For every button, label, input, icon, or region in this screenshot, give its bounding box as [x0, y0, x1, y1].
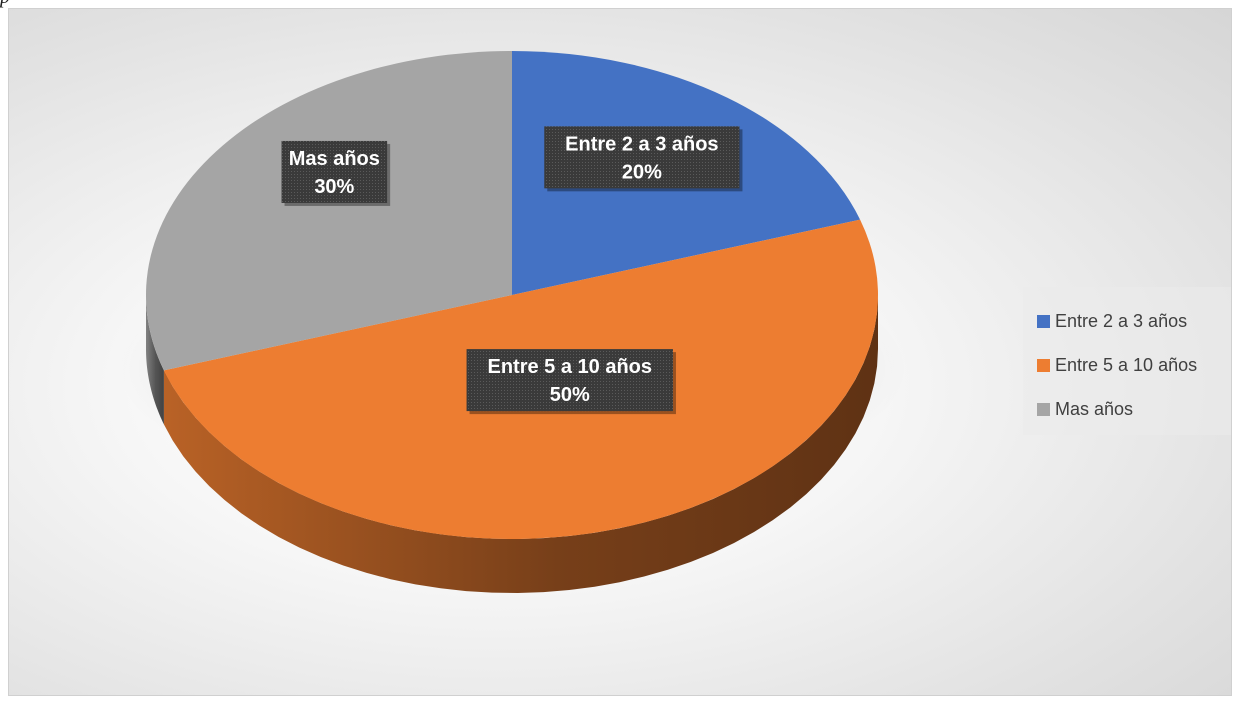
data-label-category-0: Entre 2 a 3 años: [565, 133, 718, 155]
legend-label-1: Entre 5 a 10 años: [1055, 354, 1198, 375]
legend-label-2: Mas años: [1055, 398, 1134, 419]
legend: Entre 2 a 3 años Entre 5 a 10 años Mas año…: [1023, 287, 1231, 435]
data-label-category-1: Entre 5 a 10 años: [487, 356, 652, 378]
cropped-caption-fragment: p: [0, 0, 10, 9]
data-label-category-2: Mas años: [289, 148, 380, 170]
legend-item-2: Mas años: [1037, 397, 1133, 421]
legend-swatch-2: [1037, 402, 1050, 416]
pie-slice-side-2: [146, 295, 164, 425]
pie-slice-2: [145, 51, 513, 371]
data-label-percent-2: 30%: [314, 176, 354, 198]
legend-swatch-0: [1037, 314, 1050, 328]
pie-slice-side-1: [163, 295, 878, 593]
data-label-percent-0: 20%: [622, 161, 662, 183]
data-label-percent-1: 50%: [550, 384, 590, 406]
pie-chart-plot: Entre 2 a 3 años 20% Entre 5 a 10 años 50% M…: [116, 50, 908, 593]
legend-item-1: Entre 5 a 10 años: [1037, 353, 1197, 377]
legend-label-0: Entre 2 a 3 años: [1055, 310, 1188, 331]
chart-area: Entre 2 a 3 años 20% Entre 5 a 10 años 50% M…: [8, 8, 1232, 696]
data-label-2: Mas años 30%: [281, 140, 391, 206]
data-label-1: Entre 5 a 10 años 50%: [466, 349, 676, 415]
legend-swatch-1: [1037, 358, 1050, 372]
legend-item-0: Entre 2 a 3 años: [1037, 309, 1187, 333]
data-label-0: Entre 2 a 3 años 20%: [544, 126, 743, 192]
